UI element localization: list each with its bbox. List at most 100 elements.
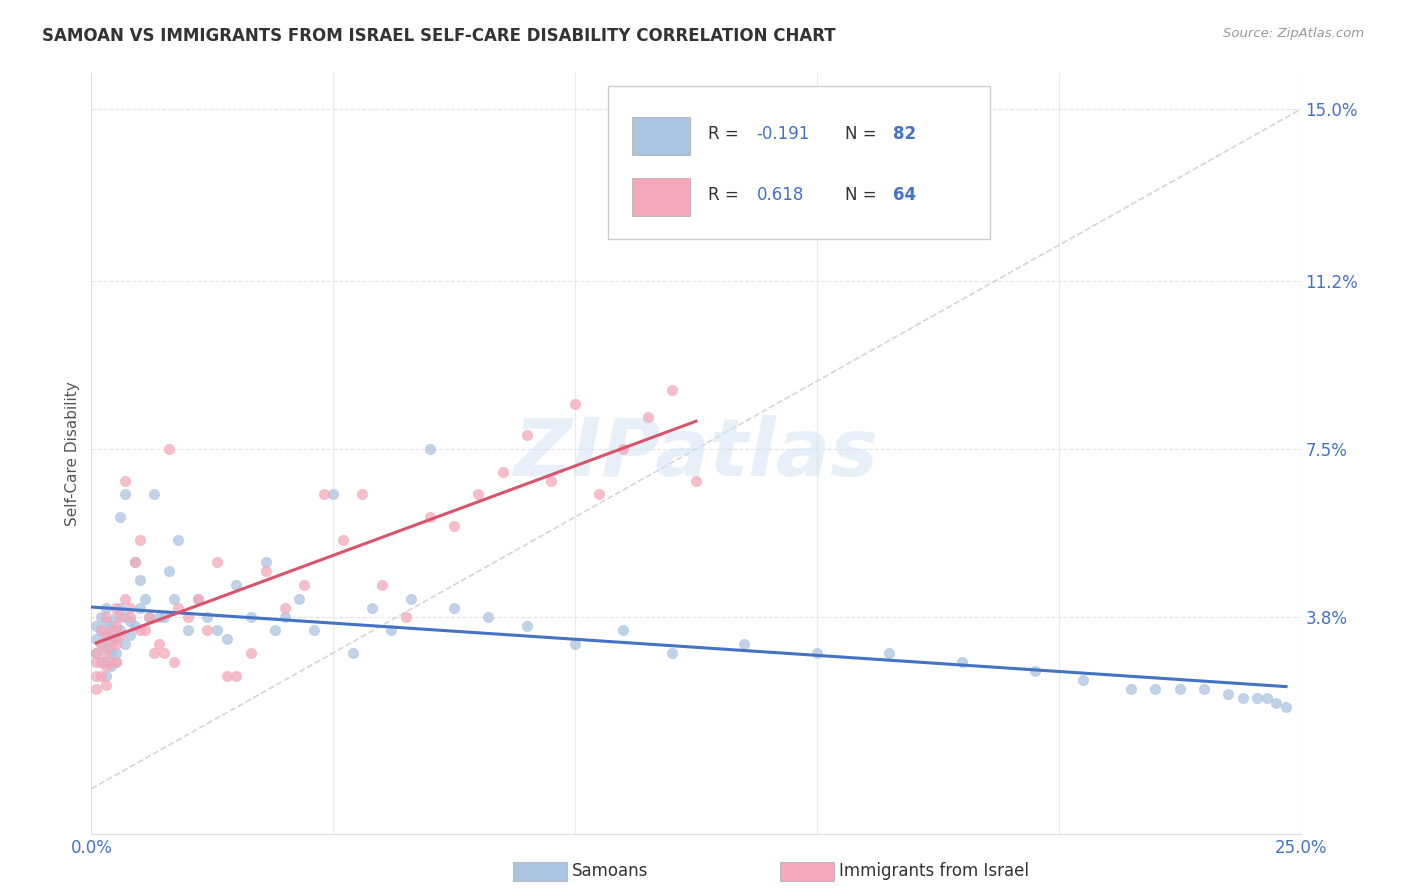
Point (120, 609, 142, 624)
Point (215, 668, 238, 682)
Point (104, 655, 127, 669)
Text: Samoans: Samoans (572, 863, 648, 880)
Point (205, 624, 228, 638)
Point (1024, 664, 1046, 678)
Point (322, 487, 344, 501)
Point (153, 646, 176, 660)
Point (1232, 691, 1254, 706)
Text: R =: R = (709, 186, 744, 204)
Point (1071, 673, 1094, 687)
Point (94, 641, 117, 656)
Point (120, 614, 142, 628)
Point (128, 624, 150, 638)
Point (120, 628, 142, 642)
Point (110, 600, 132, 615)
Point (157, 442, 180, 456)
Point (332, 533, 354, 547)
Point (104, 609, 127, 624)
Point (84, 646, 107, 660)
Point (84, 618, 107, 632)
Point (148, 637, 170, 651)
Point (419, 442, 441, 456)
Point (302, 624, 325, 638)
Point (177, 624, 200, 638)
Point (661, 383, 683, 397)
Point (120, 600, 142, 615)
Point (134, 591, 156, 606)
Point (274, 600, 297, 615)
Text: -0.191: -0.191 (756, 125, 810, 143)
Text: N =: N = (845, 125, 882, 143)
Point (94, 659, 117, 673)
Point (94, 609, 117, 624)
Point (162, 591, 184, 606)
Point (104, 624, 127, 638)
Point (1121, 682, 1143, 697)
Point (124, 555, 146, 569)
Point (240, 609, 263, 624)
Point (104, 632, 127, 647)
Point (361, 600, 384, 615)
Point (94, 655, 117, 669)
Point (104, 600, 127, 615)
Point (215, 632, 238, 647)
FancyBboxPatch shape (631, 117, 690, 155)
Point (94, 600, 117, 615)
Point (395, 609, 418, 624)
Point (84, 655, 107, 669)
Point (564, 397, 586, 411)
Point (352, 487, 374, 501)
Point (612, 442, 634, 456)
Point (950, 655, 973, 669)
Point (516, 428, 538, 442)
Point (1168, 682, 1191, 697)
Point (110, 609, 132, 624)
Point (110, 628, 132, 642)
Point (94, 628, 117, 642)
Point (637, 410, 659, 425)
Point (380, 624, 402, 638)
Point (167, 533, 190, 547)
Point (100, 659, 122, 673)
Point (240, 646, 263, 660)
Point (225, 578, 247, 592)
Point (288, 591, 311, 606)
Point (443, 519, 465, 533)
Point (104, 655, 127, 669)
Point (138, 609, 160, 624)
Point (114, 637, 136, 651)
Point (167, 600, 190, 615)
Point (879, 646, 901, 660)
Text: 82: 82 (893, 125, 917, 143)
Point (342, 646, 364, 660)
Point (205, 555, 228, 569)
Point (134, 624, 156, 638)
Point (100, 637, 122, 651)
Point (110, 624, 132, 638)
Point (612, 624, 634, 638)
Point (1216, 687, 1239, 701)
Point (162, 655, 184, 669)
Point (114, 487, 136, 501)
Point (197, 609, 219, 624)
Point (564, 637, 586, 651)
Point (292, 578, 315, 592)
Point (1192, 682, 1215, 697)
Point (128, 574, 150, 588)
Text: 64: 64 (893, 186, 917, 204)
Text: Immigrants from Israel: Immigrants from Israel (839, 863, 1029, 880)
Point (104, 618, 127, 632)
Point (588, 487, 610, 501)
Point (104, 646, 127, 660)
Point (187, 591, 209, 606)
Point (187, 591, 209, 606)
Point (100, 655, 122, 669)
Point (84, 646, 107, 660)
Point (157, 565, 180, 579)
Text: 0.618: 0.618 (756, 186, 804, 204)
Point (274, 609, 297, 624)
Point (114, 591, 136, 606)
Point (399, 591, 422, 606)
Point (94, 677, 117, 691)
Point (312, 487, 335, 501)
